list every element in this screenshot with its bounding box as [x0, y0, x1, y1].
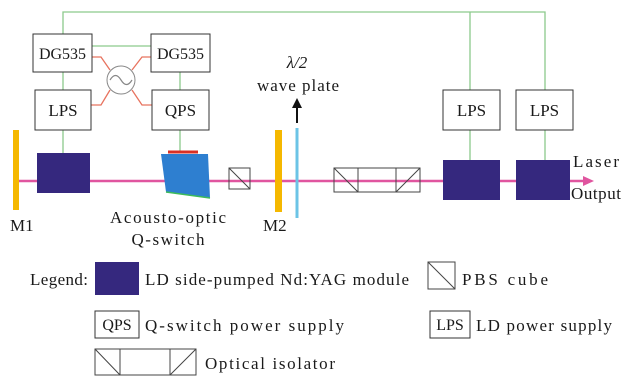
wave-plate-label-line1: λ/2	[286, 53, 308, 72]
lps-left-frame	[34, 89, 92, 131]
ac-line-dg535-right	[131, 56, 151, 71]
dg535-right-frame	[150, 33, 211, 73]
dg535-left-label: DG535	[39, 46, 86, 63]
wave-plate-label-line2: wave plate	[257, 76, 339, 95]
legend-qps-abbr: QPS	[102, 317, 131, 334]
legend-lps-label: LD power supply	[476, 316, 613, 335]
dg535-right-box: DG535	[150, 33, 211, 73]
lps-right-frame	[515, 89, 574, 131]
qps-label: QPS	[165, 101, 196, 120]
isolator-frame	[333, 167, 421, 193]
qps-frame	[151, 89, 210, 131]
lps-middle-box: LPS	[442, 89, 501, 131]
legend-qps-label: Q-switch power supply	[145, 316, 345, 335]
q-switch-crystal	[161, 154, 210, 198]
pbs-cube-frame	[228, 167, 251, 190]
sine-wave-icon	[109, 74, 133, 86]
nd-yag-module-2	[443, 160, 500, 200]
q-switch-label-line1: Acousto-optic	[110, 208, 226, 227]
legend-isolator-icon	[94, 348, 197, 376]
lps-middle-frame	[442, 89, 501, 131]
pbs-cube	[228, 167, 251, 190]
isolator-polarizer-left	[333, 167, 359, 193]
pbs-cube-diagonal	[228, 167, 251, 190]
legend-isolator-label: Optical isolator	[205, 354, 335, 373]
mirror-m2-label: M2	[263, 216, 287, 235]
nd-yag-module-3	[516, 160, 570, 200]
dg535-left-box: DG535	[32, 33, 93, 73]
q-switch-label-line2: Q-switch	[132, 230, 206, 249]
legend-lps-box	[429, 310, 471, 339]
ac-wiring	[91, 56, 152, 106]
legend-module-label: LD side-pumped Nd:YAG module	[145, 270, 409, 289]
isolator-polarizer-right	[395, 167, 421, 193]
qps-box: QPS	[151, 89, 210, 131]
lps-right-label: LPS	[530, 101, 559, 120]
output-label-line2: Output	[571, 184, 621, 203]
legend: Legend: LD side-pumped Nd:YAG module PBS…	[30, 261, 613, 376]
control-wiring	[62, 11, 546, 160]
mirror-m1	[13, 130, 19, 210]
acousto-optic-q-switch	[161, 150, 211, 199]
lps-left-box: LPS	[34, 89, 92, 131]
half-wave-plate	[292, 98, 302, 218]
dg535-right-label: DG535	[157, 46, 204, 63]
mirror-m1-label: M1	[10, 216, 34, 235]
ac-line-qps	[131, 89, 152, 106]
top-control-line	[62, 11, 546, 90]
dg535-left-frame	[32, 33, 93, 73]
ac-line-lps-left	[91, 89, 111, 106]
lps-left-label: LPS	[48, 101, 77, 120]
lps-middle-label: LPS	[457, 101, 486, 120]
legend-module-swatch	[95, 262, 139, 295]
legend-title: Legend:	[30, 270, 88, 289]
legend-pbs-label: PBS cube	[462, 270, 548, 289]
optical-isolator	[333, 167, 421, 193]
nd-yag-module-1	[37, 153, 90, 193]
legend-isolator-polarizer-left	[94, 348, 121, 376]
arrow-up-head-icon	[292, 98, 302, 108]
ac-line-dg535-left	[92, 56, 111, 71]
legend-pbs-diagonal	[427, 261, 456, 290]
output-label-line1: Laser	[573, 152, 619, 171]
legend-lps-abbr: LPS	[436, 317, 464, 334]
mirror-m2	[275, 130, 282, 212]
legend-isolator-polarizer-right	[169, 348, 197, 376]
arrow-right-icon	[583, 176, 594, 186]
q-switch-absorber	[165, 191, 211, 199]
legend-qps-box	[94, 310, 140, 339]
lps-right-box: LPS	[515, 89, 574, 131]
